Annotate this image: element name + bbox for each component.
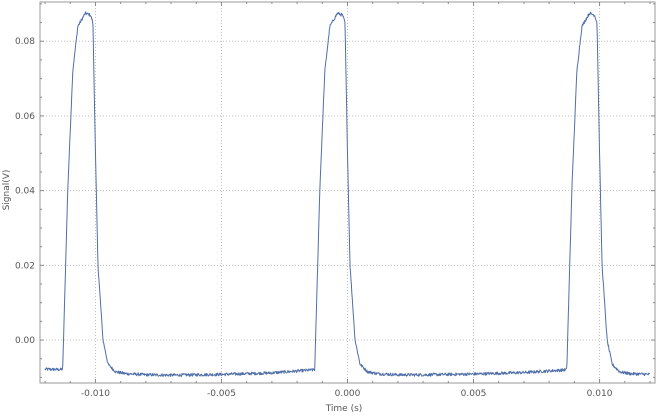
y-tick-label-1: 0.02 (15, 261, 35, 271)
x-tick-labels: -0.010 -0.005 0.000 0.005 0.010 (81, 389, 613, 399)
axis-ticks (40, 2, 655, 383)
series-group (44, 11, 651, 378)
grid-lines (40, 2, 655, 383)
y-axis-label: Signal(V) (2, 170, 12, 211)
y-tick-labels: 0.00 0.02 0.04 0.06 0.08 (15, 37, 35, 346)
x-axis-label: Time (s) (325, 404, 363, 414)
y-tick-label-0: 0.00 (15, 336, 35, 346)
x-tick-label-4: 0.010 (587, 389, 613, 399)
series-line-0 (44, 11, 651, 378)
y-tick-label-2: 0.04 (15, 187, 35, 197)
x-tick-label-3: 0.005 (461, 389, 487, 399)
x-tick-label-0: -0.010 (81, 389, 110, 399)
x-tick-label-2: 0.000 (335, 389, 361, 399)
x-tick-label-1: -0.005 (207, 389, 236, 399)
y-tick-label-4: 0.08 (15, 37, 35, 47)
y-tick-label-3: 0.06 (15, 112, 35, 122)
